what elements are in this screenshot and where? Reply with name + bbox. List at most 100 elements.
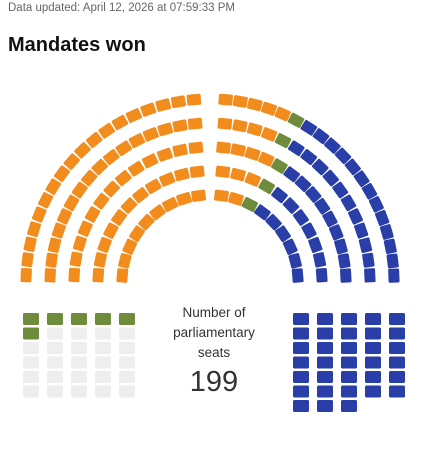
seat bbox=[44, 268, 56, 283]
seat bbox=[95, 385, 111, 398]
seat bbox=[38, 192, 54, 209]
seat bbox=[389, 371, 405, 383]
seat bbox=[271, 158, 288, 174]
seat bbox=[282, 238, 298, 255]
seat bbox=[115, 140, 133, 157]
seat bbox=[122, 238, 138, 255]
seat bbox=[118, 253, 132, 269]
seat bbox=[120, 197, 138, 214]
seat bbox=[103, 222, 119, 239]
chart-title: Mandates won bbox=[8, 34, 146, 56]
seat bbox=[332, 181, 349, 199]
seat bbox=[170, 95, 187, 109]
seat bbox=[156, 147, 173, 162]
seat bbox=[291, 268, 304, 283]
seat bbox=[293, 371, 309, 383]
seat bbox=[334, 238, 348, 255]
seat bbox=[341, 327, 357, 340]
seat bbox=[95, 327, 111, 340]
seat bbox=[340, 268, 352, 283]
seat bbox=[47, 237, 62, 254]
seat bbox=[95, 313, 111, 325]
seat bbox=[341, 385, 357, 398]
seat bbox=[63, 194, 80, 212]
seat bbox=[317, 400, 333, 412]
seat bbox=[317, 356, 333, 369]
seat bbox=[340, 194, 357, 212]
seat bbox=[246, 97, 263, 112]
seat bbox=[57, 208, 72, 225]
seat bbox=[125, 108, 143, 123]
seat bbox=[23, 327, 39, 340]
seat bbox=[293, 356, 309, 369]
seat bbox=[230, 143, 246, 157]
seat bbox=[354, 222, 369, 239]
seat bbox=[191, 189, 207, 202]
seat bbox=[317, 342, 333, 354]
seat bbox=[71, 371, 87, 383]
seat bbox=[328, 224, 344, 241]
seat bbox=[241, 196, 258, 213]
seat bbox=[232, 95, 248, 108]
seat bbox=[47, 327, 63, 340]
seat bbox=[293, 385, 309, 398]
seat bbox=[111, 114, 129, 131]
seat bbox=[337, 253, 351, 269]
seat bbox=[23, 371, 39, 383]
seat bbox=[142, 127, 159, 142]
seat bbox=[244, 146, 261, 161]
seat bbox=[176, 191, 192, 206]
seat bbox=[258, 178, 275, 195]
seat bbox=[334, 147, 352, 165]
seat bbox=[362, 252, 375, 268]
seat bbox=[217, 117, 233, 130]
seat bbox=[115, 170, 132, 187]
seat bbox=[364, 268, 376, 283]
seat bbox=[365, 342, 381, 354]
seat bbox=[102, 149, 120, 166]
seat bbox=[47, 371, 63, 383]
seat bbox=[292, 209, 309, 226]
seat bbox=[47, 385, 63, 398]
seat bbox=[172, 119, 188, 133]
seat bbox=[68, 267, 81, 283]
seat bbox=[84, 206, 101, 223]
seat bbox=[92, 267, 105, 283]
seat bbox=[71, 313, 87, 325]
seat bbox=[389, 327, 405, 340]
seat bbox=[157, 122, 174, 137]
seat bbox=[312, 128, 330, 145]
seat bbox=[213, 189, 229, 202]
seat bbox=[300, 119, 318, 136]
seat bbox=[374, 209, 390, 227]
seat bbox=[341, 356, 357, 369]
seat bbox=[95, 356, 111, 369]
seat bbox=[244, 172, 261, 187]
seat bbox=[77, 220, 93, 237]
seat bbox=[74, 142, 91, 159]
seat bbox=[162, 196, 179, 213]
seat bbox=[20, 268, 32, 283]
seat bbox=[282, 197, 300, 214]
seat bbox=[379, 224, 394, 240]
seat bbox=[111, 209, 128, 226]
seat bbox=[91, 158, 108, 176]
seat bbox=[95, 371, 111, 383]
seat bbox=[271, 187, 288, 204]
seat bbox=[71, 181, 88, 199]
seat bbox=[365, 327, 381, 340]
seat bbox=[274, 106, 291, 122]
seat bbox=[388, 268, 400, 283]
seat bbox=[368, 196, 384, 213]
seat bbox=[23, 313, 39, 325]
seat bbox=[365, 313, 381, 325]
seat bbox=[47, 342, 63, 354]
seat bbox=[348, 208, 363, 225]
seat bbox=[103, 180, 120, 198]
seat bbox=[313, 252, 327, 268]
seat bbox=[45, 178, 62, 195]
seat bbox=[365, 356, 381, 369]
seat bbox=[71, 356, 87, 369]
seat bbox=[341, 400, 357, 412]
seat bbox=[341, 313, 357, 325]
